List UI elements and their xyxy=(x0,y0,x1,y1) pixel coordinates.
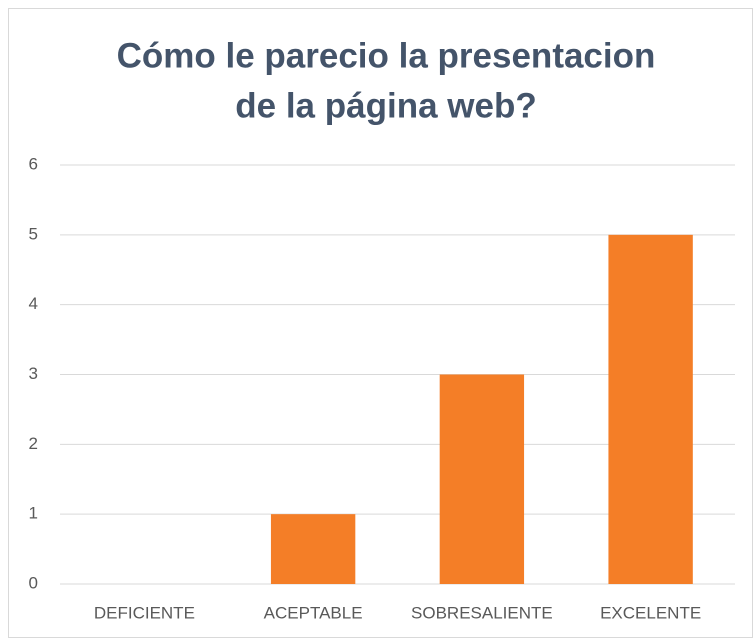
x-tick-label: SOBRESALIENTE xyxy=(411,603,553,622)
x-tick-label: ACEPTABLE xyxy=(264,603,363,622)
y-tick-label: 3 xyxy=(29,364,38,383)
bar xyxy=(439,374,525,584)
y-tick-label: 2 xyxy=(29,434,38,453)
y-tick-label: 1 xyxy=(29,504,38,523)
bar xyxy=(270,514,356,584)
bar xyxy=(608,234,693,585)
x-tick-label: DEFICIENTE xyxy=(94,603,195,622)
y-tick-label: 6 xyxy=(29,154,38,173)
y-tick-label: 4 xyxy=(29,294,38,313)
y-tick-label: 5 xyxy=(29,224,38,243)
chart-title: Cómo le parecio la presentacion xyxy=(117,36,656,75)
x-tick-label: EXCELENTE xyxy=(600,603,701,622)
chart-title: de la página web? xyxy=(235,86,536,125)
y-tick-label: 0 xyxy=(29,573,38,592)
